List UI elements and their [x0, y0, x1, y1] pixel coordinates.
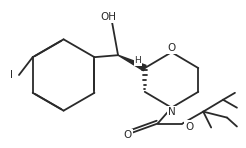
Text: O: O: [168, 43, 176, 53]
Polygon shape: [118, 55, 146, 71]
Text: O: O: [124, 130, 132, 140]
Text: O: O: [185, 122, 194, 132]
Text: I: I: [10, 70, 13, 80]
Text: H: H: [135, 56, 141, 65]
Text: OH: OH: [100, 12, 116, 22]
Text: N: N: [168, 107, 175, 117]
